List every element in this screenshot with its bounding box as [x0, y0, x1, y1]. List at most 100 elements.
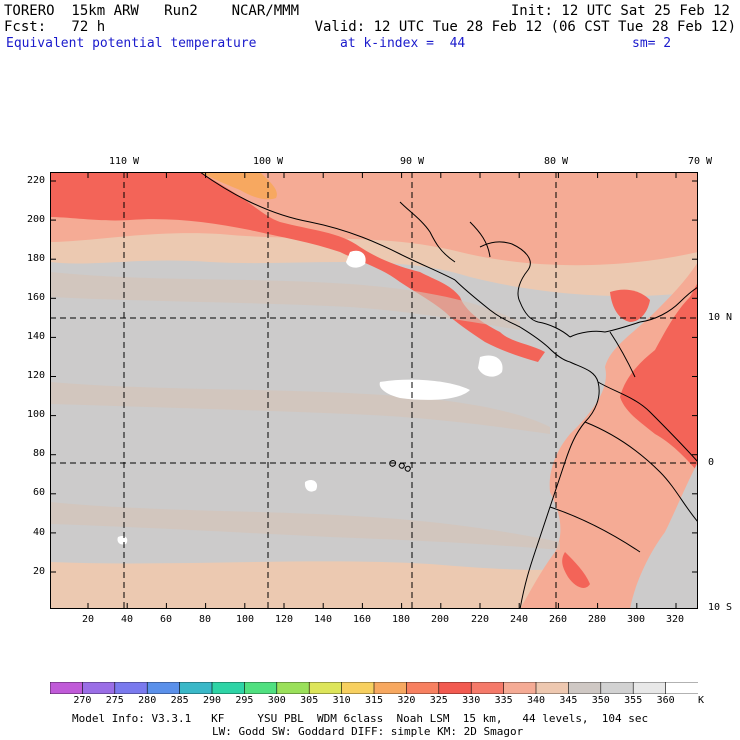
colorbar-level-325: 325 [429, 695, 448, 706]
colorbar-swatch-7 [276, 682, 311, 694]
colorbar-swatch-8 [308, 682, 343, 694]
colorbar-level-355: 355 [624, 695, 643, 706]
x-tick-240: 240 [509, 614, 529, 625]
x-tick-160: 160 [352, 614, 372, 625]
model-title: TORERO 15km ARW Run2 NCAR/MMM [4, 3, 300, 19]
colorbar-level-275: 275 [105, 695, 124, 706]
border-inland-2 [469, 221, 491, 258]
colorbar-swatch-3 [146, 682, 181, 694]
border-inland-4 [609, 331, 636, 378]
coastline-caribbean [479, 241, 571, 338]
colorbar-level-300: 300 [267, 695, 286, 706]
colorbar-swatch-6 [244, 682, 278, 694]
y-tick-120: 120 [26, 370, 45, 381]
y-tick-60: 60 [32, 487, 45, 498]
lon-label-80w: 80 W [543, 156, 569, 167]
colorbar-swatch-1 [82, 682, 116, 694]
colorbar-swatch-0 [50, 682, 84, 694]
colorbar-level-315: 315 [364, 695, 384, 706]
level-label: at k-index = 44 [340, 36, 466, 51]
border-inland-1 [399, 201, 456, 263]
x-tick-220: 220 [470, 614, 490, 625]
x-tick-60: 60 [159, 614, 173, 625]
forecast-hour: Fcst: 72 h [4, 19, 106, 35]
lon-label-70w: 70 W [687, 156, 713, 167]
colorbar-level-290: 290 [202, 695, 222, 706]
colorbar-level-340: 340 [526, 695, 546, 706]
x-tick-120: 120 [274, 614, 294, 625]
border-inland-6 [549, 506, 641, 553]
lat-label-10n: 10 N [708, 312, 733, 323]
colorbar-swatch-4 [179, 682, 213, 694]
y-tick-80: 80 [32, 448, 45, 459]
colorbar-swatch-5 [211, 682, 246, 694]
y-tick-140: 140 [26, 331, 45, 342]
colorbar-level-345: 345 [559, 695, 578, 706]
x-tick-180: 180 [391, 614, 411, 625]
colorbar-swatch-11 [406, 682, 440, 694]
lat-lon-grid [50, 172, 698, 609]
init-time: Init: 12 UTC Sat 25 Feb 12 [510, 3, 730, 19]
colorbar-unit: K [697, 695, 705, 706]
colorbar-level-270: 270 [73, 695, 92, 706]
y-tick-200: 200 [26, 214, 45, 225]
colorbar-level-350: 350 [591, 695, 610, 706]
colorbar-level-335: 335 [494, 695, 513, 706]
x-tick-140: 140 [313, 614, 333, 625]
valid-time: Valid: 12 UTC Tue 28 Feb 12 (06 CST Tue … [314, 19, 736, 35]
x-tick-320: 320 [665, 614, 685, 625]
lat-label-10s: 10 S [708, 602, 733, 613]
colorbar-swatch-19 [665, 682, 698, 694]
y-tick-20: 20 [32, 566, 45, 577]
colorbar-level-360: 360 [656, 695, 675, 706]
colorbar-level-320: 320 [397, 695, 416, 706]
physics-info: LW: Godd SW: Goddard DIFF: simple KM: 2D… [212, 725, 524, 738]
colorbar-level-330: 330 [462, 695, 481, 706]
map-frame [50, 172, 698, 609]
x-tick-100: 100 [235, 614, 255, 625]
colorbar [50, 682, 698, 694]
field-name: Equivalent potential temperature [6, 36, 257, 51]
lon-label-100w: 100 W [252, 156, 284, 167]
border-inland-3 [597, 381, 698, 463]
coastlines [199, 172, 698, 609]
x-tick-300: 300 [626, 614, 646, 625]
y-tick-160: 160 [26, 292, 45, 303]
coastline-mexico [199, 172, 456, 281]
x-tick-20: 20 [81, 614, 95, 625]
lon-label-110w: 110 W [108, 156, 140, 167]
x-tick-260: 260 [548, 614, 568, 625]
lon-label-90w: 90 W [399, 156, 425, 167]
colorbar-level-280: 280 [138, 695, 157, 706]
colorbar-swatch-17 [600, 682, 634, 694]
colorbar-swatch-13 [470, 682, 505, 694]
colorbar-level-305: 305 [300, 695, 319, 706]
colorbar-swatch-12 [438, 682, 472, 694]
field-shading [50, 172, 698, 609]
colorbar-swatch-16 [568, 682, 602, 694]
colorbar-swatch-15 [535, 682, 570, 694]
x-tick-40: 40 [120, 614, 134, 625]
y-tick-40: 40 [32, 527, 45, 538]
x-tick-200: 200 [430, 614, 450, 625]
colorbar-swatch-9 [341, 682, 375, 694]
colorbar-level-295: 295 [235, 695, 254, 706]
colorbar-level-285: 285 [170, 695, 189, 706]
colorbar-swatch-2 [114, 682, 149, 694]
model-info: Model Info: V3.3.1 KF YSU PBL WDM 6class… [72, 712, 649, 725]
y-tick-100: 100 [26, 409, 45, 420]
y-tick-220: 220 [26, 175, 45, 186]
x-tick-80: 80 [198, 614, 212, 625]
coastline-south-america-north [569, 286, 698, 338]
colorbar-level-310: 310 [332, 695, 351, 706]
colorbar-swatch-14 [503, 682, 537, 694]
coastline-central-america [454, 279, 571, 363]
y-tick-180: 180 [26, 253, 45, 264]
colorbar-swatch-18 [632, 682, 667, 694]
x-tick-280: 280 [587, 614, 607, 625]
colorbar-swatch-10 [373, 682, 408, 694]
smoothing-label: sm= 2 [632, 36, 672, 51]
lat-label-equator: 0 [708, 457, 715, 468]
border-inland-5 [584, 421, 698, 523]
theta-e-map [50, 172, 698, 609]
